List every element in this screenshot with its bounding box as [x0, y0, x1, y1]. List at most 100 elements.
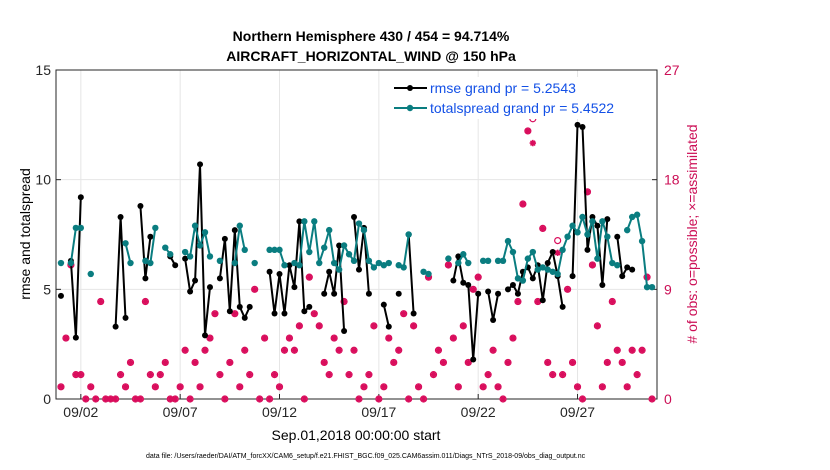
totalspread-point-3 [72, 224, 80, 232]
obs-assimilated-point-63 [370, 322, 378, 330]
rmse-point-91 [509, 281, 516, 288]
obs-assimilated-point-80 [455, 383, 462, 391]
obs-assimilated-point-71 [410, 322, 417, 330]
obs-assimilated-point-118 [643, 273, 651, 281]
totalspread-point-6 [87, 270, 94, 278]
rmse-point-53 [321, 290, 328, 297]
legend: rmse grand pr = 5.2543 totalspread grand… [392, 77, 654, 119]
rmse-point-35 [231, 227, 238, 234]
totalspread-point-81 [460, 251, 467, 258]
rmse-point-79 [450, 277, 457, 284]
chart-title-line-2: AIRCRAFT_HORIZONTAL_WIND @ 150 hPa [226, 48, 516, 64]
obs-assimilated-point-113 [619, 359, 626, 366]
obs-assimilated-point-34 [226, 359, 234, 366]
rmse-point-44 [276, 270, 283, 277]
totalspread-point-103 [569, 222, 576, 229]
totalspread-point-92 [514, 275, 522, 282]
y-tick-label-1: 5 [43, 281, 51, 297]
y-tick-label-3: 15 [35, 62, 51, 78]
totalspread-point-70 [405, 231, 412, 238]
totalspread-point-69 [400, 264, 407, 271]
x-tick-label-3: 09/17 [361, 404, 396, 420]
obs-assimilated-point-55 [330, 334, 338, 342]
rmse-point-54 [326, 268, 333, 275]
totalspread-point-30 [206, 253, 214, 260]
totalspread-point-47 [291, 259, 298, 267]
series-totalspread [57, 211, 656, 291]
totalspread-point-80 [455, 259, 462, 267]
obs-assimilated-point-100 [554, 249, 561, 256]
obs-assimilated-point-36 [236, 383, 243, 391]
obs-assimilated-point-116 [633, 371, 641, 378]
totalspread-point-91 [509, 248, 517, 256]
rmse-point-60 [355, 266, 362, 273]
totalspread-point-51 [311, 218, 318, 225]
rmse-point-26 [187, 288, 194, 295]
totalspread-point-60 [355, 220, 363, 227]
totalspread-point-112 [614, 262, 621, 269]
rmse-point-90 [504, 286, 511, 293]
rmse-point-11 [112, 323, 119, 330]
obs-assimilated-point-42 [266, 395, 273, 403]
obs-assimilated-point-75 [430, 371, 437, 378]
obs-assimilated-point-64 [375, 395, 383, 403]
data-marks [57, 115, 656, 403]
rmse-point-82 [465, 281, 472, 288]
legend-rmse-marker [407, 85, 413, 91]
totalspread-point-94 [524, 255, 532, 262]
rmse-point-99 [549, 249, 556, 256]
obs-assimilated-point-76 [435, 347, 442, 354]
obs-assimilated-point-6 [87, 383, 94, 391]
obs-assimilated-point-66 [385, 334, 392, 342]
obs-assimilated-point-114 [623, 383, 631, 391]
rmse-point-37 [241, 314, 248, 321]
totalspread-point-68 [395, 262, 402, 269]
totalspread-point-65 [380, 262, 388, 269]
totalspread-point-57 [340, 242, 348, 249]
obs-assimilated-point-86 [484, 371, 492, 378]
rmse-point-108 [594, 222, 601, 229]
obs-assimilated-point-0 [57, 383, 65, 391]
obs-assimilated-point-27 [191, 359, 199, 366]
rmse-point-30 [206, 284, 213, 291]
rmse-point-101 [559, 303, 566, 310]
totalspread-point-58 [345, 251, 353, 258]
obs-assimilated-point-99 [549, 371, 556, 378]
obs-assimilated-point-85 [479, 383, 487, 391]
obs-assimilated-point-115 [628, 347, 636, 354]
totalspread-point-36 [236, 222, 243, 229]
rmse-point-104 [574, 121, 581, 128]
obs-assimilated-point-59 [350, 347, 358, 354]
obs-assimilated-point-60 [355, 395, 363, 403]
totalspread-point-32 [216, 257, 224, 265]
obs-assimilated-point-31 [211, 310, 219, 317]
x-tick-label-4: 09/22 [461, 404, 496, 420]
obs-assimilated-point-67 [390, 359, 397, 366]
obs-assimilated-point-35 [231, 310, 239, 317]
totalspread-point-105 [579, 213, 586, 221]
obs-assimilated-point-30 [206, 334, 214, 342]
totalspread-point-0 [57, 259, 65, 267]
obs-assimilated-point-68 [395, 347, 402, 354]
obs-assimilated-point-56 [335, 347, 343, 354]
totalspread-point-44 [276, 246, 283, 254]
obs-assimilated-point-65 [380, 383, 388, 391]
totalspread-point-85 [479, 257, 487, 265]
obs-assimilated-point-91 [509, 334, 517, 342]
rmse-point-68 [395, 290, 402, 297]
rmse-point-87 [490, 317, 497, 324]
obs-assimilated-point-79 [450, 334, 457, 342]
obs-assimilated-point-57 [340, 298, 348, 305]
totalspread-point-48 [296, 262, 303, 269]
totalspread-point-100 [554, 270, 561, 278]
totalspread-point-28 [196, 242, 204, 249]
totalspread-point-43 [271, 246, 278, 254]
totalspread-point-89 [499, 257, 507, 265]
totalspread-point-52 [316, 259, 323, 267]
y-tick-label-0: 0 [43, 391, 51, 407]
totalspread-point-66 [385, 259, 392, 267]
totalspread-point-106 [584, 231, 591, 238]
rmse-point-107 [589, 213, 596, 220]
rmse-point-71 [410, 310, 417, 317]
obs-assimilated-point-61 [360, 383, 368, 391]
